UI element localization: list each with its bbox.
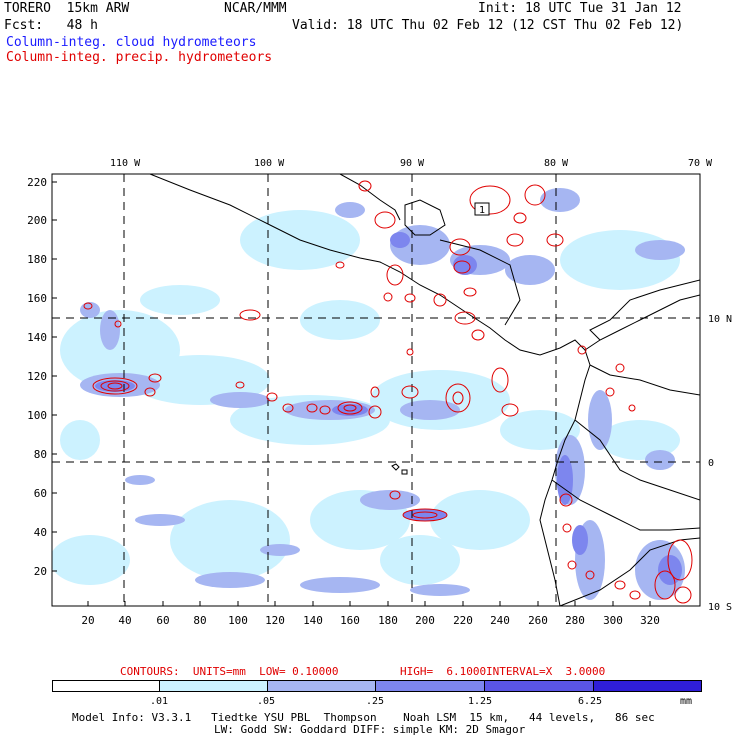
colorbar-segment bbox=[52, 680, 160, 692]
x-tick-label: 20 bbox=[81, 614, 94, 627]
colorbar-label: .25 bbox=[366, 696, 385, 707]
y-tick-label: 80 bbox=[34, 448, 47, 461]
model-info: Model Info: V3.3.1 Tiedtke YSU PBL Thomp… bbox=[72, 711, 655, 724]
coastlines bbox=[149, 174, 700, 606]
colorbar-segment bbox=[375, 680, 485, 692]
x-tick-label: 200 bbox=[415, 614, 435, 627]
contour-units: CONTOURS: UNITS=mm LOW= 0.10000 bbox=[120, 665, 339, 678]
x-tick-label: 320 bbox=[640, 614, 660, 627]
x-tick-label: 280 bbox=[565, 614, 585, 627]
colorbar-unit: mm bbox=[680, 696, 693, 707]
lat-label: 10 N bbox=[708, 314, 732, 325]
x-tick-label: 40 bbox=[118, 614, 131, 627]
contour-interval: INTERVAL=X 3.0000 bbox=[486, 665, 606, 678]
x-tick-label: 220 bbox=[453, 614, 473, 627]
init-time: Init: 18 UTC Tue 31 Jan 12 bbox=[478, 1, 682, 16]
contour-high: HIGH= 6.1000 bbox=[400, 665, 487, 678]
precip-contours bbox=[83, 180, 693, 604]
colorbar-segment bbox=[484, 680, 594, 692]
lat-label: 10 S bbox=[708, 602, 732, 613]
lat-labels: 10 N 0 10 S bbox=[708, 314, 732, 613]
x-tick-label: 180 bbox=[378, 614, 398, 627]
valid-time: Valid: 18 UTC Thu 02 Feb 12 (12 CST Thu … bbox=[292, 18, 684, 33]
lon-label: 70 W bbox=[688, 158, 713, 169]
y-tick-label: 140 bbox=[27, 331, 47, 344]
map-frame bbox=[51, 173, 701, 607]
axis-ticks bbox=[52, 181, 651, 606]
y-tick-label: 220 bbox=[27, 176, 47, 189]
lon-label: 90 W bbox=[400, 158, 425, 169]
physics-info: LW: Godd SW: Goddard DIFF: simple KM: 2D… bbox=[214, 723, 526, 736]
x-tick-label: 120 bbox=[265, 614, 285, 627]
contour-label-box bbox=[474, 202, 490, 216]
x-tick-label: 100 bbox=[228, 614, 248, 627]
lat-label: 0 bbox=[708, 458, 714, 469]
x-tick-label: 80 bbox=[193, 614, 206, 627]
y-tick-label: 40 bbox=[34, 526, 47, 539]
y-tick-labels: 220 200 180 160 140 120 100 80 60 40 20 bbox=[27, 176, 47, 578]
colorbar-segment bbox=[267, 680, 376, 692]
model-title: TORERO 15km ARW bbox=[4, 1, 130, 16]
y-tick-label: 100 bbox=[27, 409, 47, 422]
y-tick-label: 60 bbox=[34, 487, 47, 500]
colorbar-label: 1.25 bbox=[468, 696, 493, 707]
forecast-hour: Fcst: 48 h bbox=[4, 18, 98, 33]
y-tick-label: 160 bbox=[27, 292, 47, 305]
y-tick-label: 120 bbox=[27, 370, 47, 383]
x-tick-labels: 20 40 60 80 100 120 140 160 180 200 220 … bbox=[81, 614, 660, 627]
cloud-hydrometeor-fill bbox=[52, 188, 685, 600]
colorbar-label: .05 bbox=[257, 696, 276, 707]
colorbar-segment bbox=[593, 680, 702, 692]
colorbar-label: 6.25 bbox=[578, 696, 603, 707]
lon-label: 80 W bbox=[544, 158, 569, 169]
field-label-precip: Column-integ. precip. hydrometeors bbox=[6, 50, 273, 65]
x-tick-label: 300 bbox=[603, 614, 623, 627]
x-tick-label: 260 bbox=[528, 614, 548, 627]
lon-labels: 110 W 100 W 90 W 80 W 70 W bbox=[110, 158, 713, 169]
x-tick-label: 160 bbox=[340, 614, 360, 627]
y-tick-label: 200 bbox=[27, 214, 47, 227]
contour-label: 1 bbox=[479, 205, 485, 216]
lon-label: 110 W bbox=[110, 158, 141, 169]
organization-label: NCAR/MMM bbox=[224, 1, 287, 16]
colorbar-label: .01 bbox=[150, 696, 169, 707]
lon-label: 100 W bbox=[254, 158, 285, 169]
x-tick-label: 240 bbox=[490, 614, 510, 627]
x-tick-label: 140 bbox=[303, 614, 323, 627]
y-tick-label: 20 bbox=[34, 565, 47, 578]
y-tick-label: 180 bbox=[27, 253, 47, 266]
x-tick-label: 60 bbox=[156, 614, 169, 627]
colorbar-segment bbox=[159, 680, 268, 692]
field-label-cloud: Column-integ. cloud hydrometeors bbox=[6, 35, 257, 50]
